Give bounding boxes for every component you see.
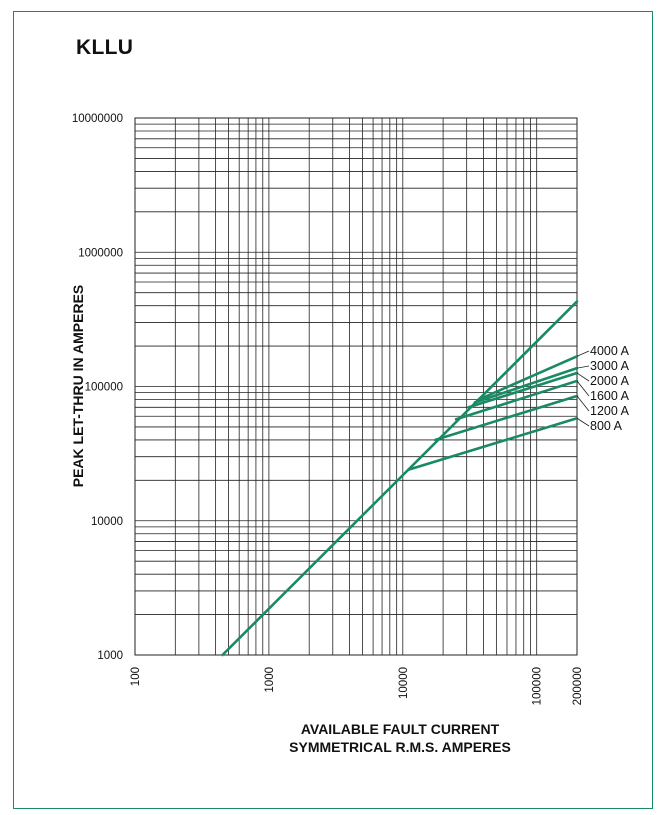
y-tick-label: 10000000 [72, 113, 123, 125]
grid [134, 117, 578, 656]
y-tick-label: 10000 [91, 516, 123, 528]
series-line-threshold [221, 300, 579, 657]
series-label: 2000 A [590, 374, 630, 388]
series-line-1200-a [434, 394, 579, 442]
series-label: 4000 A [590, 344, 630, 358]
label-leader [576, 350, 590, 357]
label-leader [576, 395, 590, 412]
series-line-1600-a [454, 379, 579, 421]
x-axis-label-line2: SYMMETRICAL R.M.S. AMPERES [289, 739, 511, 755]
x-tick-label: 200000 [572, 667, 584, 705]
series-line-2000-a [467, 371, 579, 409]
x-tick-label: 100 [130, 667, 142, 686]
series-label: 1200 A [590, 404, 630, 418]
label-leader [576, 372, 590, 382]
series-lines [221, 300, 579, 657]
series-line-4000-a [475, 354, 579, 402]
x-tick-label: 1000 [264, 667, 276, 693]
y-axis-label: PEAK LET-THRU IN AMPERES [70, 285, 86, 488]
series-label: 1600 A [590, 389, 630, 403]
plot-border [134, 117, 578, 656]
chart-frame [13, 11, 653, 809]
x-tick-label: 10000 [398, 667, 410, 699]
y-tick-label: 1000 [97, 650, 123, 662]
label-leader [576, 380, 590, 397]
x-axis-label: AVAILABLE FAULT CURRENT [300, 721, 500, 737]
series-line-800-a [407, 416, 579, 472]
x-tick-label: 100000 [532, 667, 544, 705]
y-tick-label: 1000000 [78, 247, 123, 259]
label-leader [576, 417, 590, 427]
series-line-3000-a [473, 366, 579, 404]
label-leader [576, 365, 590, 369]
series-label: 800 A [590, 419, 623, 433]
series-label: 3000 A [590, 359, 630, 373]
y-tick-label: 100000 [85, 382, 123, 394]
chart-title: KLLU [76, 36, 134, 59]
axis-ticks: 1000 10000 100000 1000000 10000000 100 1000 100… [72, 113, 584, 705]
